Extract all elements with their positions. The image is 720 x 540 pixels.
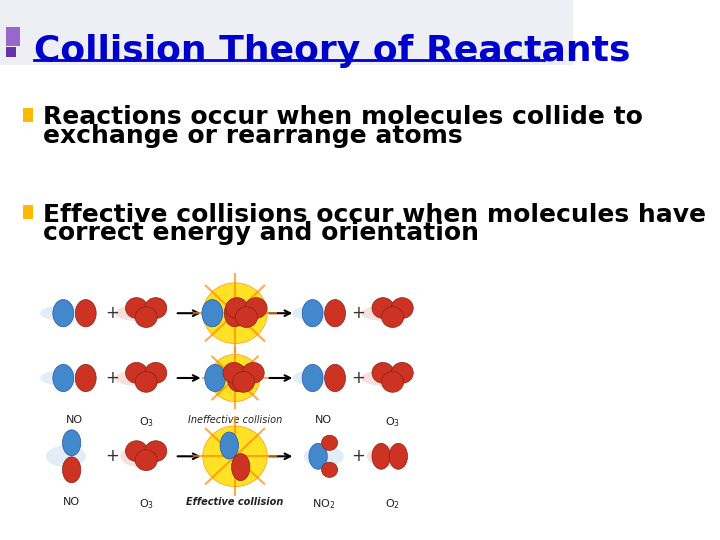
Text: NO: NO: [66, 415, 83, 425]
Ellipse shape: [302, 300, 323, 327]
Ellipse shape: [304, 446, 344, 467]
Ellipse shape: [233, 372, 255, 392]
Text: Effective collision: Effective collision: [186, 497, 284, 507]
Ellipse shape: [372, 362, 394, 383]
Bar: [6, 47, 16, 57]
Ellipse shape: [145, 362, 167, 383]
Ellipse shape: [53, 300, 73, 327]
Ellipse shape: [40, 305, 91, 321]
Ellipse shape: [225, 300, 246, 327]
Bar: [23, 205, 33, 219]
Text: exchange or rearrange atoms: exchange or rearrange atoms: [43, 124, 463, 148]
Ellipse shape: [322, 435, 338, 450]
Ellipse shape: [46, 446, 86, 467]
Ellipse shape: [203, 426, 267, 487]
Ellipse shape: [220, 432, 238, 459]
Text: O$_3$: O$_3$: [138, 497, 153, 511]
Ellipse shape: [63, 430, 81, 456]
Ellipse shape: [145, 441, 167, 462]
Ellipse shape: [76, 300, 96, 327]
Ellipse shape: [372, 298, 394, 319]
Text: NO: NO: [315, 415, 333, 425]
Ellipse shape: [114, 305, 166, 321]
Ellipse shape: [63, 457, 81, 483]
Ellipse shape: [366, 446, 407, 467]
Text: O$_3$: O$_3$: [385, 415, 400, 429]
Ellipse shape: [135, 450, 157, 470]
Ellipse shape: [210, 354, 260, 402]
Text: O$_2$: O$_2$: [385, 497, 400, 511]
Ellipse shape: [135, 307, 157, 327]
Ellipse shape: [391, 298, 413, 319]
Text: NO: NO: [63, 497, 80, 507]
Ellipse shape: [322, 462, 338, 477]
Ellipse shape: [292, 305, 344, 321]
Bar: [23, 108, 33, 122]
Ellipse shape: [125, 298, 148, 319]
Text: Effective collisions occur when molecules have: Effective collisions occur when molecule…: [43, 202, 706, 226]
Ellipse shape: [120, 446, 161, 467]
Ellipse shape: [203, 283, 267, 343]
Ellipse shape: [309, 443, 328, 469]
Ellipse shape: [204, 364, 225, 391]
Ellipse shape: [361, 305, 413, 321]
Ellipse shape: [76, 364, 96, 391]
Ellipse shape: [391, 362, 413, 383]
Ellipse shape: [228, 364, 248, 391]
Ellipse shape: [382, 307, 404, 327]
Ellipse shape: [40, 370, 91, 386]
Text: +: +: [105, 369, 119, 387]
Bar: [6, 27, 20, 46]
Ellipse shape: [245, 298, 267, 319]
Text: NO$_2$: NO$_2$: [312, 497, 336, 511]
Ellipse shape: [382, 372, 404, 392]
Ellipse shape: [135, 372, 157, 392]
Ellipse shape: [235, 307, 258, 327]
Text: Ineffective collision: Ineffective collision: [188, 415, 282, 425]
Ellipse shape: [125, 362, 148, 383]
Ellipse shape: [223, 362, 245, 383]
Text: +: +: [105, 447, 119, 465]
Ellipse shape: [53, 364, 73, 391]
Ellipse shape: [361, 370, 413, 386]
Text: +: +: [351, 369, 365, 387]
Ellipse shape: [226, 298, 248, 319]
Ellipse shape: [145, 298, 167, 319]
Ellipse shape: [292, 370, 344, 386]
Ellipse shape: [372, 443, 390, 469]
Text: +: +: [351, 304, 365, 322]
Ellipse shape: [232, 454, 250, 481]
Ellipse shape: [390, 443, 408, 469]
Ellipse shape: [325, 364, 346, 391]
Ellipse shape: [114, 370, 166, 386]
Ellipse shape: [242, 362, 264, 383]
Text: Reactions occur when molecules collide to: Reactions occur when molecules collide t…: [43, 105, 643, 129]
Ellipse shape: [325, 300, 346, 327]
Ellipse shape: [125, 441, 148, 462]
Ellipse shape: [302, 364, 323, 391]
Text: O$_3$: O$_3$: [138, 415, 153, 429]
Text: +: +: [105, 304, 119, 322]
Text: correct energy and orientation: correct energy and orientation: [43, 221, 479, 245]
FancyBboxPatch shape: [0, 0, 573, 65]
Text: +: +: [351, 447, 365, 465]
Text: Collision Theory of Reactants: Collision Theory of Reactants: [35, 35, 631, 68]
Ellipse shape: [202, 300, 222, 327]
